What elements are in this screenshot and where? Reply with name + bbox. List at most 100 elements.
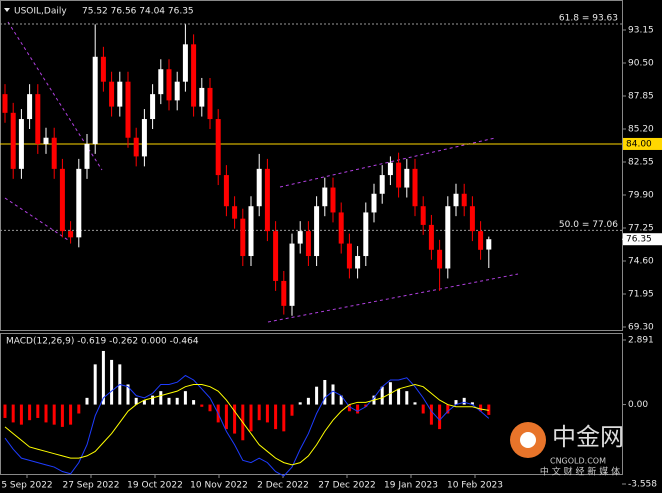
macd-bar xyxy=(479,404,483,412)
macd-bar xyxy=(93,364,97,405)
candle-body xyxy=(461,193,467,207)
candle-body xyxy=(232,206,238,219)
macd-bar xyxy=(192,400,196,405)
macd-bar xyxy=(306,397,310,405)
candle-body xyxy=(141,119,147,157)
candle-body xyxy=(51,137,57,169)
y-tick-label: 77.25 xyxy=(628,224,654,234)
macd-bar xyxy=(356,404,360,414)
hline-label: 84.00 xyxy=(626,139,652,149)
macd-bar xyxy=(101,350,105,405)
menu-arrow xyxy=(4,8,10,12)
candle-body xyxy=(248,206,254,257)
candle-body xyxy=(412,168,418,207)
watermark-slogan: 中 文 财 经 新 媒 体 xyxy=(540,466,620,478)
y-tick-label: 85.20 xyxy=(628,125,654,135)
macd-bar xyxy=(126,384,130,405)
symbol-label: USOIL,Daily xyxy=(14,7,67,17)
candle-body xyxy=(10,112,16,169)
candle-body xyxy=(92,56,98,144)
x-tick-label: 19 Jan 2023 xyxy=(384,481,438,491)
candle-body xyxy=(387,162,393,176)
macd-bar xyxy=(257,404,261,421)
macd-bar xyxy=(397,388,401,405)
hline-label-box xyxy=(623,137,662,150)
macd-bar xyxy=(413,402,417,405)
candle-body xyxy=(404,168,410,188)
macd-bar xyxy=(77,404,81,414)
macd-bar xyxy=(429,404,433,425)
watermark-name: 中金网 xyxy=(552,423,624,451)
macd-bar xyxy=(364,404,368,407)
y-tick-label: 90.50 xyxy=(628,59,654,69)
macd-bar xyxy=(142,400,146,405)
ohlc-label: 75.52 76.56 74.04 76.35 xyxy=(82,7,194,17)
candle-body xyxy=(264,168,270,232)
candle-body xyxy=(76,168,82,238)
macd-bar xyxy=(52,404,56,425)
macd-bar xyxy=(60,404,64,427)
candle-body xyxy=(363,212,369,257)
macd-bar xyxy=(380,386,384,405)
candle-body xyxy=(297,231,303,244)
macd-bar xyxy=(200,404,204,407)
candle-body xyxy=(100,56,106,82)
candle-body xyxy=(289,243,295,306)
candle-body xyxy=(35,94,41,144)
fib-label: 61.8 = 93.63 xyxy=(559,14,618,24)
candle-body xyxy=(174,81,180,101)
y-tick-label: 82.55 xyxy=(628,158,654,168)
x-tick-label: 27 Sep 2022 xyxy=(62,481,119,491)
macd-bar xyxy=(167,397,171,405)
x-tick-label: 19 Oct 2022 xyxy=(127,481,183,491)
y-tick-label: 0.00 xyxy=(628,400,648,410)
macd-bar xyxy=(28,404,32,421)
macd-bar xyxy=(339,395,343,405)
macd-bar xyxy=(69,404,73,425)
macd-bar xyxy=(487,404,491,415)
candle-body xyxy=(27,94,33,120)
macd-title: MACD(12,26,9) -0.619 -0.262 0.000 -0.464 xyxy=(6,337,199,347)
macd-bar xyxy=(224,404,228,430)
candle-body xyxy=(133,137,139,157)
candle-body xyxy=(43,137,49,144)
candle-body xyxy=(18,119,24,169)
macd-bar xyxy=(36,404,40,418)
candle-body xyxy=(2,94,8,113)
macd-bar xyxy=(282,404,286,432)
candle-body xyxy=(469,206,475,232)
candle-body xyxy=(68,231,74,238)
candle-body xyxy=(330,187,336,213)
macd-bar xyxy=(315,386,319,405)
candle-body xyxy=(191,44,197,107)
candle-body xyxy=(158,69,164,95)
candle-body xyxy=(207,87,213,120)
candle-body xyxy=(215,119,221,176)
candle-body xyxy=(322,187,328,207)
candle-body xyxy=(478,231,484,250)
candle-body xyxy=(355,256,361,269)
x-tick-label: 10 Feb 2023 xyxy=(447,481,503,491)
macd-bar xyxy=(454,400,458,405)
candle-body xyxy=(338,212,344,244)
candle-body xyxy=(437,249,443,269)
macd-bar xyxy=(470,402,474,405)
x-tick-label: 2 Dec 2022 xyxy=(257,481,309,491)
macd-bar xyxy=(208,404,212,412)
candle-body xyxy=(199,87,205,107)
macd-bar xyxy=(3,404,7,418)
macd-bar xyxy=(323,379,327,405)
macd-bar xyxy=(265,404,269,423)
candle-body xyxy=(240,218,246,257)
y-tick-label: 87.85 xyxy=(628,92,654,102)
macd-bar xyxy=(421,404,425,414)
macd-bar xyxy=(347,404,351,412)
macd-bar xyxy=(175,397,179,405)
trendline xyxy=(279,137,496,188)
candle-body xyxy=(445,206,451,269)
macd-bar xyxy=(446,404,450,414)
candle-body xyxy=(273,231,279,281)
candle-body xyxy=(420,206,426,225)
